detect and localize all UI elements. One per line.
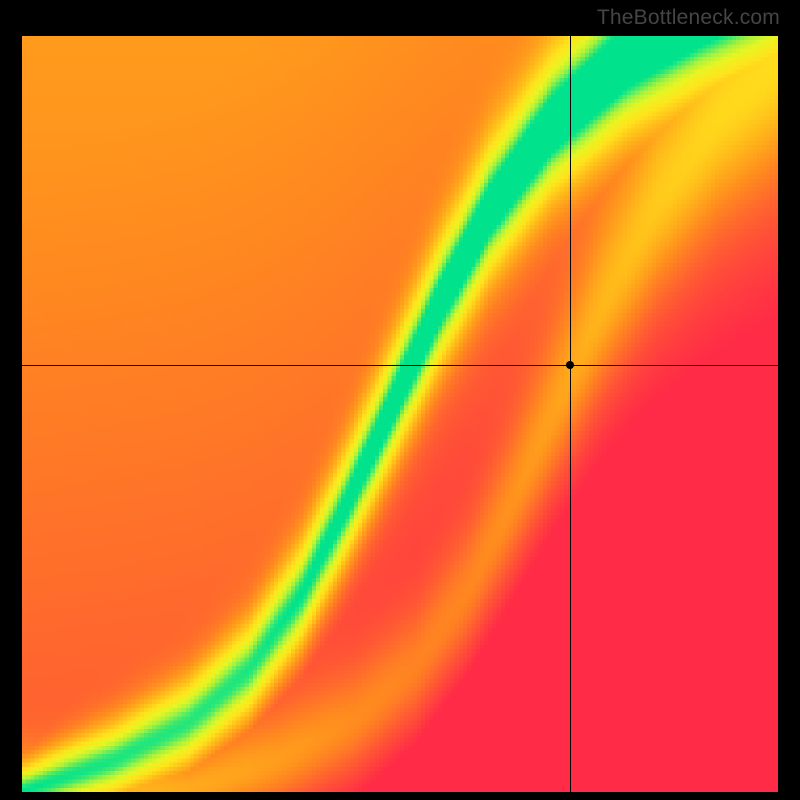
crosshair-vertical xyxy=(570,36,571,792)
watermark-text: TheBottleneck.com xyxy=(597,6,780,30)
marker-dot xyxy=(566,361,574,369)
heatmap-canvas xyxy=(22,36,778,792)
crosshair-horizontal xyxy=(22,365,778,366)
heatmap-chart xyxy=(22,36,778,792)
